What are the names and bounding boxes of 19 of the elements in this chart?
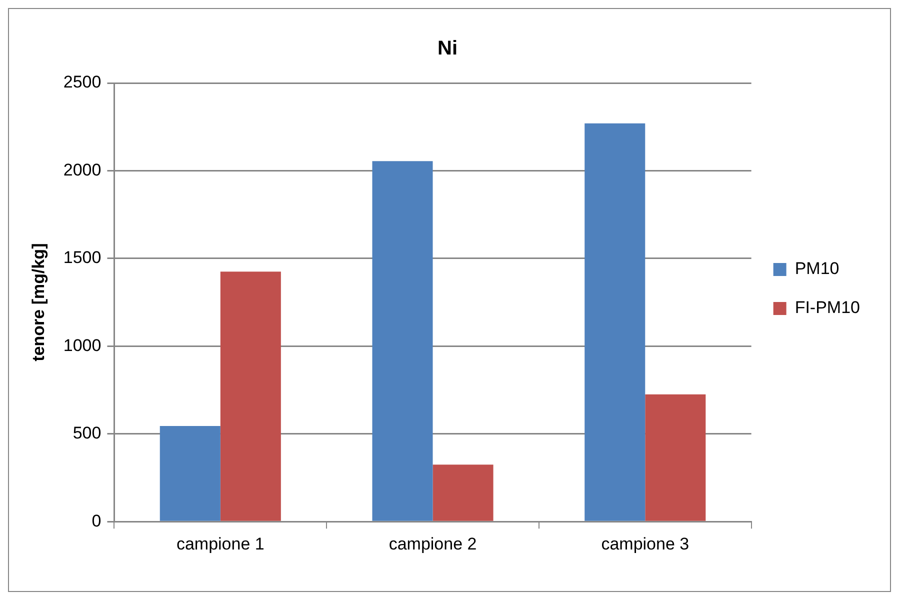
y-tick-label: 1000 (63, 336, 102, 355)
bar (584, 123, 646, 521)
legend-label: PM10 (794, 259, 840, 278)
y-tick-label: 2000 (63, 160, 102, 180)
bar (372, 161, 433, 521)
y-tick-label: 0 (92, 511, 102, 530)
bar (645, 394, 706, 521)
y-tick-label: 1500 (63, 248, 102, 268)
x-tick-label: campione 3 (601, 534, 690, 554)
bar (432, 464, 494, 521)
y-axis-title: tenore [mg/kg] (28, 243, 48, 362)
bar (160, 426, 220, 521)
y-tick-label: 2500 (63, 72, 102, 92)
chart-title: Ni (438, 38, 458, 60)
x-tick-label: campione 1 (176, 534, 264, 554)
y-tick-label: 500 (72, 424, 102, 443)
x-tick-label: campione 2 (388, 534, 477, 554)
legend-label: FI-PM10 (794, 298, 860, 318)
bar (220, 272, 281, 521)
